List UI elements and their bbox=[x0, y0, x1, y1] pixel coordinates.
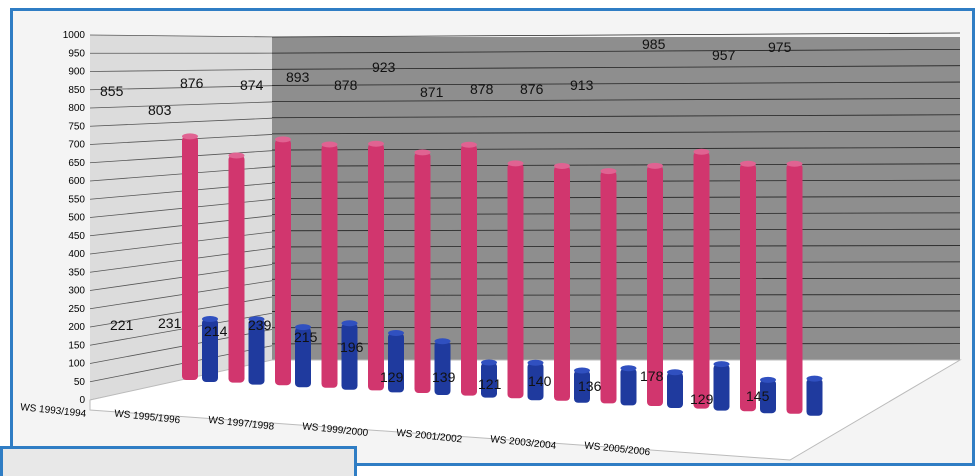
gridline-back bbox=[272, 33, 960, 37]
bar-top bbox=[667, 369, 683, 375]
bar-top bbox=[787, 161, 803, 167]
bar bbox=[694, 152, 710, 409]
data-label: 871 bbox=[420, 84, 444, 100]
y-tick-label: 200 bbox=[68, 322, 85, 333]
y-tick-label: 800 bbox=[68, 103, 85, 114]
bar bbox=[554, 166, 570, 401]
y-tick-label: 0 bbox=[79, 395, 85, 406]
bar bbox=[621, 368, 637, 405]
data-label: 876 bbox=[520, 81, 544, 97]
data-label: 878 bbox=[470, 81, 494, 97]
bar-top bbox=[435, 338, 451, 344]
y-tick-label: 500 bbox=[68, 213, 85, 224]
data-label: 136 bbox=[578, 378, 602, 394]
data-label: 876 bbox=[180, 75, 204, 91]
data-label: 803 bbox=[148, 102, 172, 118]
bar bbox=[601, 171, 617, 403]
bar-top bbox=[182, 133, 198, 139]
data-label: 145 bbox=[746, 388, 770, 404]
bar-top bbox=[275, 136, 291, 142]
data-label: 139 bbox=[432, 369, 456, 385]
bar-top bbox=[481, 360, 497, 366]
data-label: 121 bbox=[478, 376, 502, 392]
bar bbox=[415, 152, 431, 393]
y-tick-label: 900 bbox=[68, 67, 85, 78]
bar bbox=[714, 364, 730, 410]
bar bbox=[667, 372, 683, 408]
bar bbox=[368, 144, 384, 391]
data-label: 214 bbox=[204, 323, 228, 339]
bar-top bbox=[621, 365, 637, 371]
bar bbox=[461, 145, 477, 396]
y-tick-label: 350 bbox=[68, 267, 85, 278]
bar bbox=[787, 164, 803, 414]
bar bbox=[740, 164, 756, 411]
data-label: 874 bbox=[240, 77, 264, 93]
data-label: 913 bbox=[570, 77, 594, 93]
y-tick-label: 600 bbox=[68, 176, 85, 187]
data-label: 855 bbox=[100, 83, 124, 99]
y-tick-label: 1000 bbox=[63, 30, 86, 41]
bar-top bbox=[714, 361, 730, 367]
data-label: 957 bbox=[712, 47, 736, 63]
bar-top bbox=[740, 161, 756, 167]
bar-top bbox=[508, 160, 524, 166]
y-tick-label: 250 bbox=[68, 304, 85, 315]
bar bbox=[508, 163, 524, 398]
y-tick-label: 700 bbox=[68, 140, 85, 151]
x-tick-label: WS 1993/1994 bbox=[20, 402, 87, 420]
y-tick-label: 400 bbox=[68, 249, 85, 260]
data-label: 975 bbox=[768, 39, 792, 55]
data-label: 196 bbox=[340, 339, 364, 355]
bar-top bbox=[322, 141, 338, 147]
bar-top bbox=[647, 163, 663, 169]
y-tick-label: 550 bbox=[68, 194, 85, 205]
bar bbox=[807, 379, 823, 416]
bar-top bbox=[342, 320, 358, 326]
data-label: 215 bbox=[294, 329, 318, 345]
y-tick-label: 150 bbox=[68, 340, 85, 351]
bar-top bbox=[554, 163, 570, 169]
y-tick-label: 450 bbox=[68, 231, 85, 242]
y-tick-label: 650 bbox=[68, 158, 85, 169]
data-label: 239 bbox=[248, 317, 272, 333]
bar bbox=[275, 139, 291, 385]
bar-top bbox=[388, 330, 404, 336]
data-label: 878 bbox=[334, 77, 358, 93]
y-tick-label: 850 bbox=[68, 85, 85, 96]
y-axis-ticks: 0 50 100 150 200 250 300 350 400 450 500 550 600 650 7… bbox=[63, 30, 86, 406]
y-tick-label: 50 bbox=[74, 377, 86, 388]
bar-top bbox=[368, 141, 384, 147]
y-tick-label: 100 bbox=[68, 359, 85, 370]
y-tick-label: 300 bbox=[68, 286, 85, 297]
data-label: 178 bbox=[640, 368, 664, 384]
bar-top bbox=[694, 149, 710, 155]
bar bbox=[229, 156, 245, 383]
bar-top bbox=[415, 149, 431, 155]
data-label: 985 bbox=[642, 36, 666, 52]
data-label: 893 bbox=[286, 69, 310, 85]
bar-top bbox=[760, 377, 776, 383]
bar bbox=[342, 323, 358, 390]
bar-top bbox=[574, 367, 590, 373]
data-label: 129 bbox=[690, 391, 714, 407]
y-tick-label: 950 bbox=[68, 48, 85, 59]
bar bbox=[182, 136, 198, 380]
bar-top bbox=[807, 376, 823, 382]
data-label: 129 bbox=[380, 369, 404, 385]
data-label: 221 bbox=[110, 317, 134, 333]
bar bbox=[322, 144, 338, 387]
y-tick-label: 750 bbox=[68, 121, 85, 132]
bar-top bbox=[229, 153, 245, 159]
data-label: 231 bbox=[158, 315, 182, 331]
bar-top bbox=[461, 142, 477, 148]
bar-top bbox=[528, 360, 544, 366]
data-label: 923 bbox=[372, 59, 396, 75]
bar-top bbox=[601, 168, 617, 174]
data-label: 140 bbox=[528, 373, 552, 389]
bar-top bbox=[202, 316, 218, 322]
